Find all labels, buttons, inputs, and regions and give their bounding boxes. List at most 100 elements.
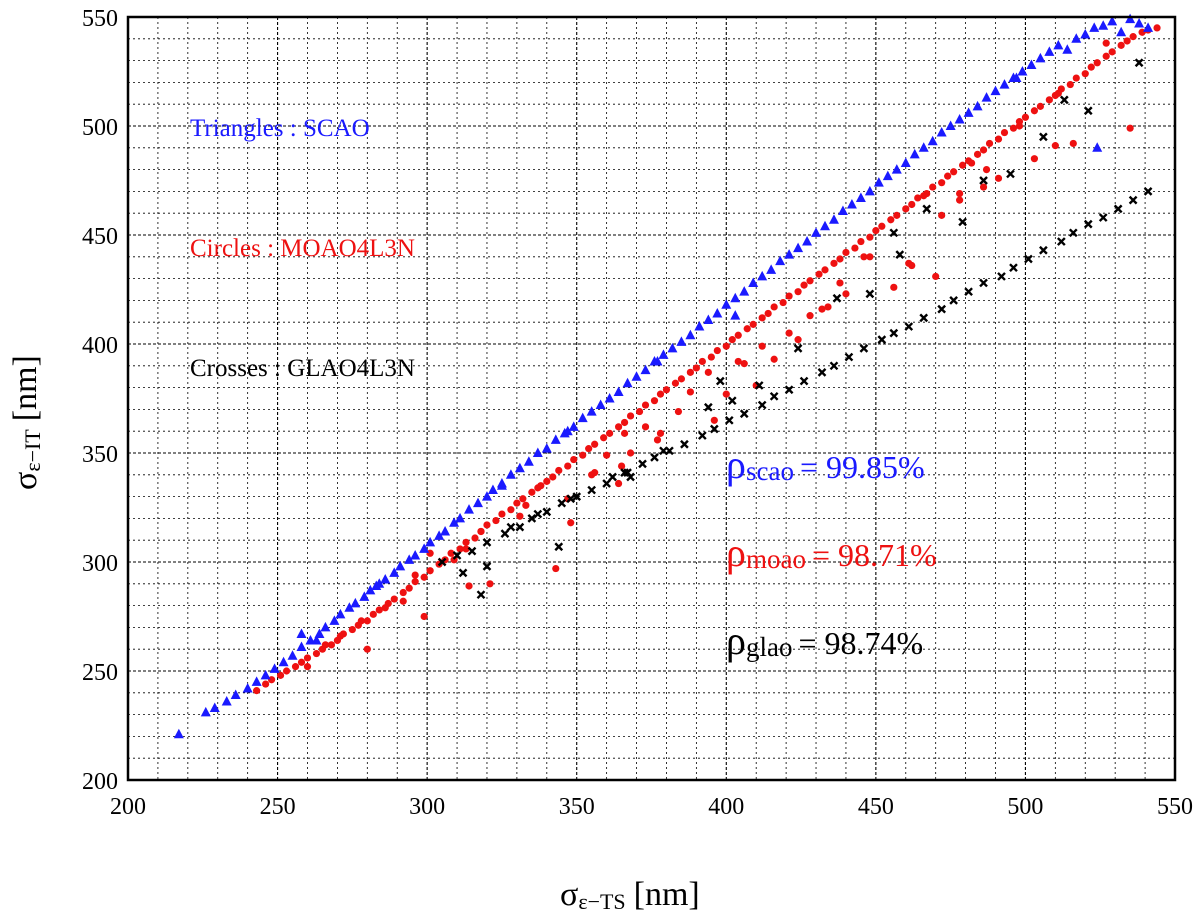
moao-point: [537, 482, 545, 490]
moao-point: [363, 645, 371, 653]
glao-point: [754, 381, 764, 390]
scao-point: [972, 100, 983, 111]
glao-point: [1113, 204, 1123, 214]
x-axis-title: σε−TS [nm]: [560, 876, 700, 914]
moao-point: [794, 288, 802, 296]
scao-point: [251, 676, 262, 686]
moao-point: [1000, 128, 1009, 137]
x-tick-label: 300: [409, 794, 445, 820]
moao-point: [818, 305, 826, 313]
scao-point: [864, 185, 875, 196]
moao-point: [519, 495, 527, 503]
moao-point: [815, 270, 823, 278]
moao-point: [749, 320, 757, 328]
moao-point: [920, 192, 928, 200]
glao-point: [506, 522, 516, 532]
moao-point: [381, 604, 389, 612]
moao-point: [770, 355, 778, 363]
scao-point: [1011, 72, 1022, 83]
scao-point: [1017, 66, 1028, 76]
moao-point: [336, 632, 344, 640]
moao-point: [591, 440, 599, 448]
scao-point: [640, 364, 651, 375]
scao-point: [811, 227, 822, 237]
scao-point: [622, 377, 633, 388]
moao-point: [420, 573, 428, 581]
moao-point: [614, 423, 623, 431]
moao-point: [878, 222, 886, 230]
moao-point: [836, 279, 844, 287]
moao-point: [555, 466, 563, 475]
y-tick-label: 300: [82, 551, 118, 577]
scao-point: [287, 650, 298, 660]
rho-scao-symbol: ρ: [726, 442, 746, 487]
moao-point: [543, 477, 551, 485]
scao-point: [395, 560, 406, 571]
moao-point: [671, 379, 680, 387]
scao-point: [990, 85, 1001, 96]
moao-point: [585, 445, 593, 453]
legend-scao: Triangles : SCAO: [190, 115, 370, 142]
glao-point: [832, 293, 842, 303]
moao-point: [994, 135, 1003, 143]
scao-point: [793, 242, 804, 253]
moao-point: [516, 512, 524, 520]
scao-point: [846, 198, 857, 209]
moao-point: [1123, 37, 1131, 45]
moao-point: [1045, 96, 1053, 104]
glao-point: [859, 344, 869, 353]
scao-point: [359, 591, 370, 601]
moao-point: [1021, 113, 1030, 121]
moao-point: [950, 168, 958, 176]
moao-point: [707, 353, 715, 361]
moao-point: [282, 667, 291, 675]
scao-point: [440, 525, 451, 536]
y-tick-label: 350: [82, 442, 118, 468]
glao-point: [500, 529, 510, 539]
moao-point: [656, 429, 665, 437]
scao-point: [730, 292, 741, 303]
scao-point: [1053, 39, 1064, 50]
scao-point: [200, 706, 211, 717]
moao-point: [411, 578, 419, 586]
moao-point: [462, 538, 470, 546]
scao-point: [320, 621, 331, 632]
glao-point: [1024, 254, 1033, 264]
moao-point: [626, 449, 635, 457]
moao-point: [1093, 59, 1101, 67]
plot-frame: [126, 15, 1177, 782]
moao-point: [914, 194, 922, 202]
scao-point: [269, 663, 280, 673]
glao-point: [1039, 245, 1048, 255]
moao-point: [1009, 124, 1018, 132]
scao-point: [667, 342, 678, 353]
scao-point: [221, 696, 232, 706]
scao-point: [541, 443, 552, 453]
moao-point: [483, 521, 491, 529]
scao-point: [505, 469, 516, 479]
rho-scao-subscript: scao: [746, 456, 794, 486]
glao-point: [1128, 195, 1138, 205]
scao-point: [1026, 59, 1037, 69]
moao-point: [348, 625, 356, 634]
glao-point: [1083, 219, 1093, 229]
moao-point: [552, 564, 560, 573]
glao-point: [922, 204, 932, 214]
moao-point: [1081, 70, 1089, 78]
grid-lines: [128, 17, 1175, 780]
moao-point: [420, 612, 428, 621]
moao-point: [635, 407, 644, 416]
scao-point: [350, 597, 361, 608]
scao-point: [209, 702, 220, 713]
y-axis-unit: [nm]: [7, 355, 44, 421]
moao-point: [979, 146, 988, 154]
moao-point: [973, 150, 982, 158]
moao-point: [1051, 142, 1059, 150]
scao-point: [455, 512, 466, 523]
moao-point: [1108, 48, 1116, 56]
moao-point: [758, 342, 766, 350]
glao-point: [572, 492, 582, 501]
moao-point: [276, 671, 285, 679]
x-tick-label: 450: [858, 794, 894, 820]
